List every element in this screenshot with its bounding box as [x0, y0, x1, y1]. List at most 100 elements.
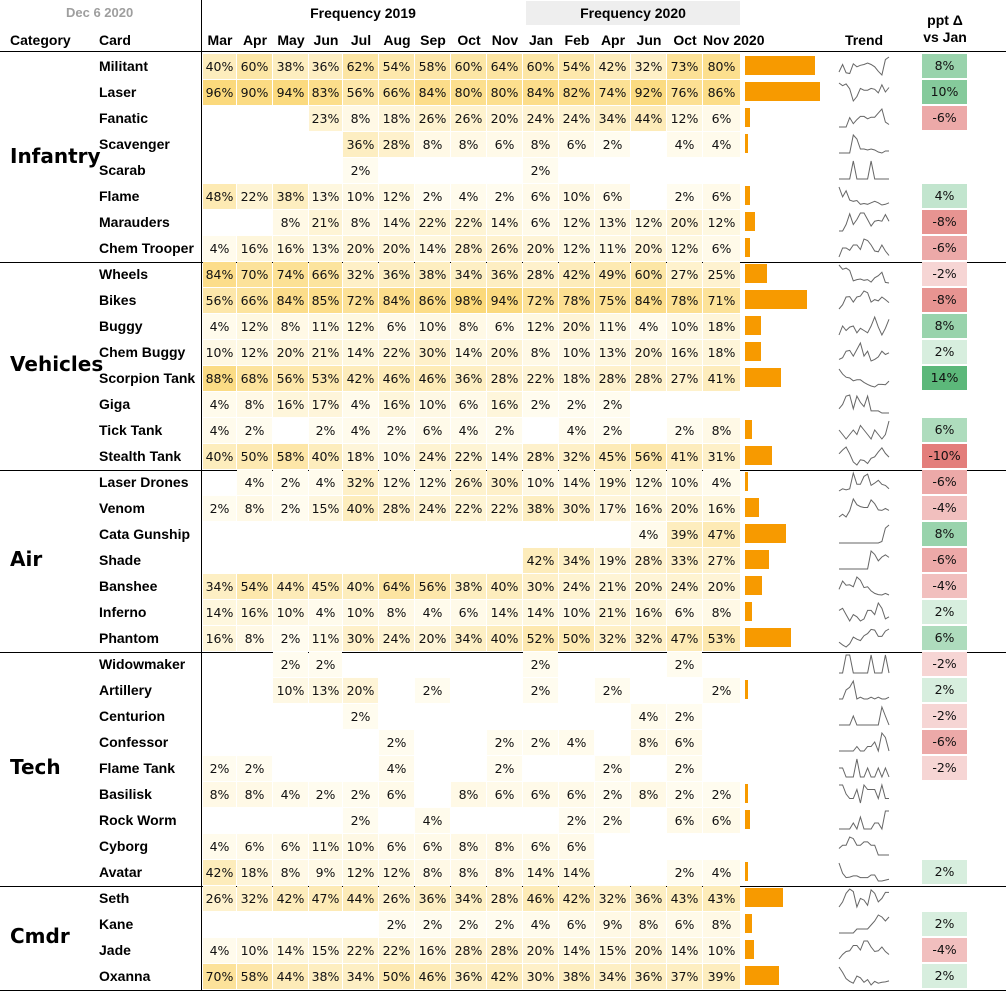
- frequency-cell: 32%: [595, 625, 630, 651]
- frequency-cell: 2%: [595, 781, 630, 807]
- frequency-cell: 30%: [415, 339, 450, 365]
- frequency-cell: 72%: [523, 287, 558, 313]
- latest-frequency-bar: [745, 108, 751, 127]
- trend-sparkline: [839, 705, 890, 726]
- frequency-cell: 6%: [703, 235, 740, 261]
- frequency-cell: 36%: [487, 261, 522, 287]
- category-label: Vehicles: [10, 352, 104, 376]
- card-name: Jade: [99, 942, 131, 958]
- frequency-cell: 11%: [595, 235, 630, 261]
- card-name: Stealth Tank: [99, 448, 182, 464]
- frequency-cell: 15%: [309, 495, 342, 521]
- frequency-cell: 8%: [631, 781, 666, 807]
- frequency-cell: 44%: [631, 105, 666, 131]
- frequency-cell: 54%: [379, 53, 414, 79]
- frequency-cell: 6%: [703, 807, 740, 833]
- frequency-cell: 18%: [703, 313, 740, 339]
- frequency-cell: 4%: [343, 417, 378, 443]
- frequency-cell: 2%: [343, 781, 378, 807]
- frequency-cell: 2%: [523, 157, 558, 183]
- frequency-cell: 10%: [559, 599, 594, 625]
- trend-line: [839, 783, 889, 804]
- latest-frequency-bar: [745, 238, 751, 257]
- frequency-cell: 34%: [451, 261, 486, 287]
- frequency-cell: 17%: [595, 495, 630, 521]
- trend-sparkline: [838, 966, 890, 986]
- card-name: Venom: [99, 500, 145, 516]
- frequency-cell: 54%: [237, 573, 272, 599]
- trend-sparkline: [838, 368, 890, 388]
- card-name: Artillery: [99, 682, 152, 698]
- frequency-cell: 2%: [379, 911, 414, 937]
- frequency-cell: 40%: [203, 443, 236, 469]
- delta-cell: -6%: [922, 470, 967, 494]
- trend-line: [838, 420, 890, 440]
- frequency-cell: 22%: [487, 495, 522, 521]
- frequency-cell: 28%: [487, 365, 522, 391]
- frequency-cell: 60%: [451, 53, 486, 79]
- frequency-cell: 2%: [595, 807, 630, 833]
- frequency-cell: 27%: [703, 547, 740, 573]
- month-header: Sep: [420, 32, 446, 48]
- frequency-cell: 12%: [237, 339, 272, 365]
- trend-line: [839, 758, 890, 779]
- frequency-cell: 22%: [343, 937, 378, 963]
- trend-line: [838, 628, 890, 648]
- frequency-cell: 36%: [415, 885, 450, 911]
- frequency-cell: 34%: [451, 885, 486, 911]
- frequency-cell: 42%: [203, 859, 236, 885]
- frequency-cell: 19%: [595, 547, 630, 573]
- frequency-cell: 71%: [703, 287, 740, 313]
- latest-frequency-bar: [745, 784, 748, 803]
- frequency-cell: 2%: [559, 807, 594, 833]
- trend-sparkline: [839, 654, 890, 674]
- frequency-cell: 54%: [559, 53, 594, 79]
- frequency-cell: 18%: [559, 365, 594, 391]
- frequency-cell: 36%: [343, 131, 378, 157]
- frequency-cell: 84%: [203, 261, 236, 287]
- frequency-cell: 6%: [523, 183, 558, 209]
- trend-sparkline: [838, 420, 890, 440]
- column-header-category: Category: [10, 32, 71, 48]
- frequency-cell: 28%: [487, 937, 522, 963]
- frequency-cell: 42%: [559, 261, 594, 287]
- frequency-cell: 48%: [203, 183, 236, 209]
- frequency-cell: 78%: [559, 287, 594, 313]
- frequency-cell: 14%: [273, 937, 308, 963]
- trend-sparkline: [838, 446, 890, 466]
- frequency-cell: 12%: [379, 183, 414, 209]
- frequency-cell: 14%: [559, 469, 594, 495]
- frequency-cell: 2%: [703, 781, 740, 807]
- group-header-2020: Frequency 2020: [580, 5, 686, 21]
- group-header-2019: Frequency 2019: [310, 5, 416, 21]
- frequency-cell: 32%: [343, 261, 378, 287]
- frequency-cell: 24%: [379, 625, 414, 651]
- frequency-cell: 39%: [667, 521, 702, 547]
- trend-line: [838, 940, 890, 960]
- frequency-cell: 36%: [451, 963, 486, 989]
- frequency-cell: 28%: [631, 365, 666, 391]
- frequency-cell: 4%: [631, 521, 666, 547]
- frequency-cell: 14%: [559, 859, 594, 885]
- frequency-cell: 28%: [631, 547, 666, 573]
- frequency-cell: 40%: [343, 495, 378, 521]
- frequency-cell: 4%: [703, 469, 740, 495]
- report-date: Dec 6 2020: [66, 5, 134, 20]
- frequency-cell: 4%: [237, 469, 272, 495]
- card-name: Wheels: [99, 266, 149, 282]
- frequency-cell: 2%: [667, 417, 702, 443]
- frequency-cell: 10%: [273, 677, 308, 703]
- trend-sparkline: [838, 186, 890, 206]
- frequency-cell: 30%: [343, 625, 378, 651]
- trend-sparkline: [839, 783, 889, 804]
- frequency-cell: 40%: [309, 443, 342, 469]
- frequency-cell: 14%: [523, 859, 558, 885]
- latest-frequency-bar: [745, 862, 749, 881]
- frequency-cell: 2%: [343, 157, 378, 183]
- card-name: Laser: [99, 84, 137, 100]
- frequency-cell: 8%: [273, 859, 308, 885]
- frequency-cell: 6%: [379, 833, 414, 859]
- frequency-cell: 38%: [523, 495, 558, 521]
- latest-frequency-bar: [745, 446, 773, 465]
- card-name: Flame Tank: [99, 760, 175, 776]
